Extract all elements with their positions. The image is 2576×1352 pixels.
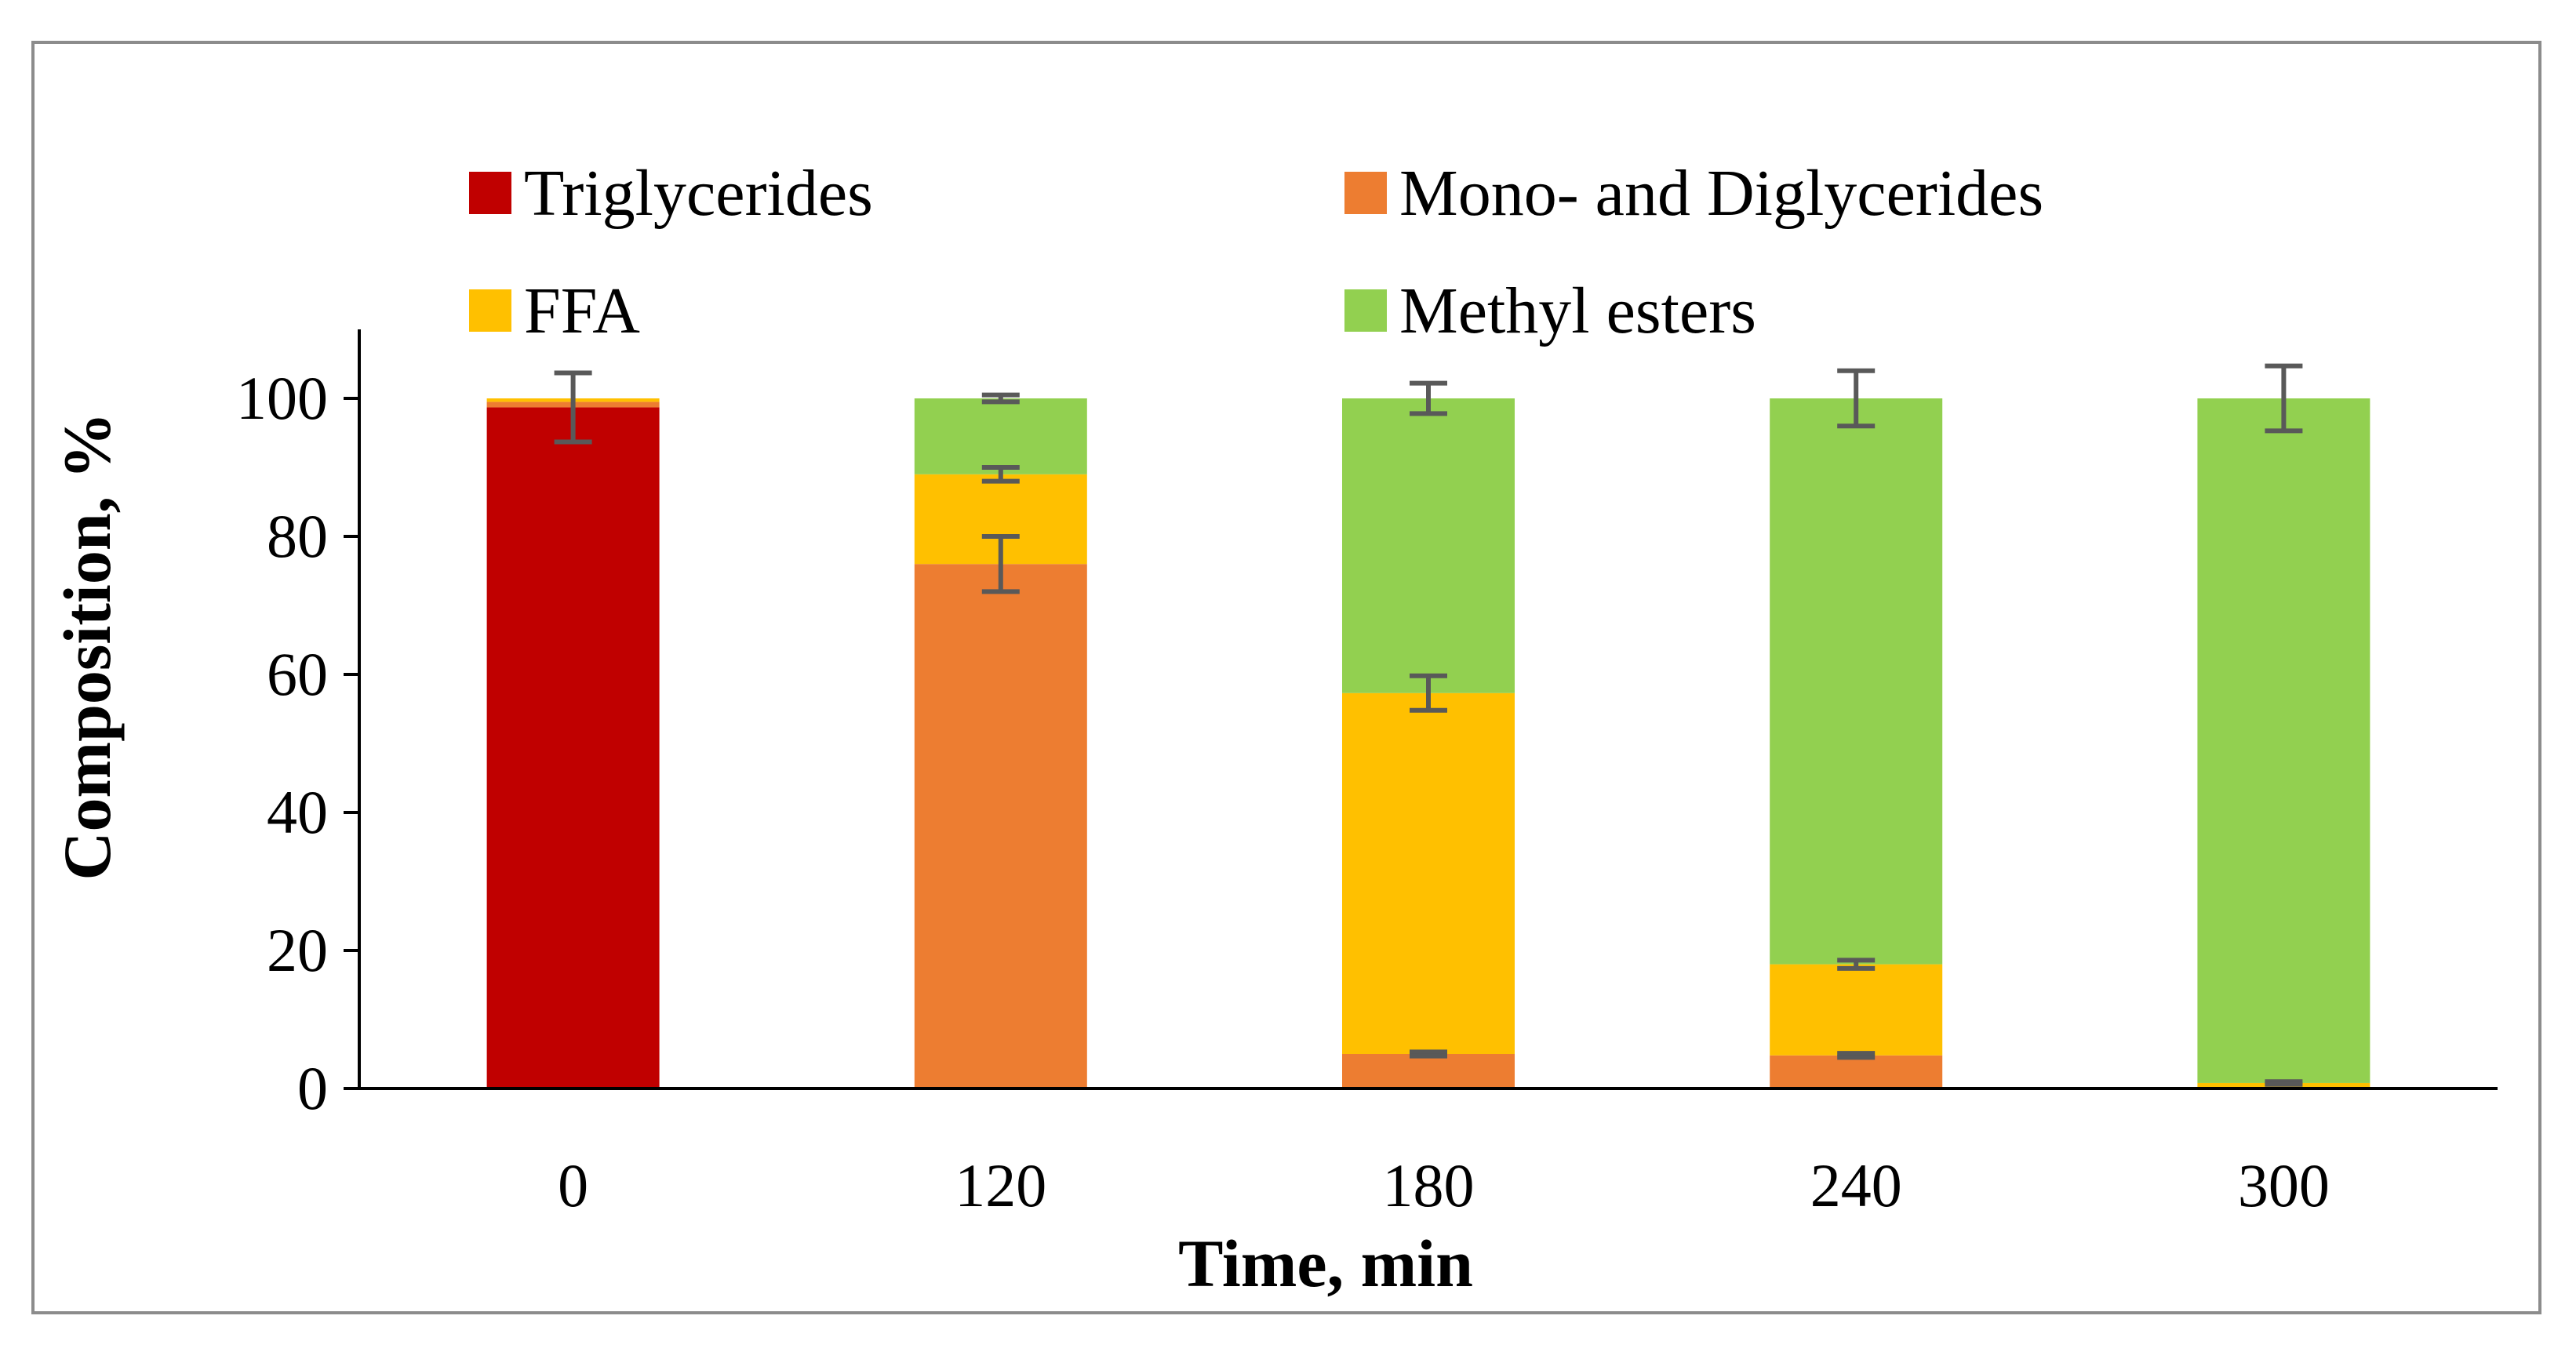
legend-item-triglycerides: Triglycerides xyxy=(469,157,873,230)
axes xyxy=(358,329,2498,1090)
error-bar-240-9 xyxy=(1837,368,1876,429)
y-tick-label-0: 0 xyxy=(297,1054,328,1122)
x-tick-label-180: 180 xyxy=(1383,1151,1475,1219)
error-bar-240-8 xyxy=(1837,958,1876,971)
bar-methyl-esters-300 xyxy=(2197,398,2370,1083)
legend-item-mono-and-diglycerides: Mono- and Diglycerides xyxy=(1344,157,2043,230)
x-tick-label-0: 0 xyxy=(558,1151,588,1219)
legend-swatch-triglycerides xyxy=(469,172,511,214)
legend-label-triglycerides: Triglycerides xyxy=(524,157,873,230)
bar-ffa-180 xyxy=(1342,692,1515,1054)
error-bar-300-11 xyxy=(2265,363,2303,434)
legend: Triglycerides Mono- and Diglycerides FFA Me… xyxy=(469,157,2043,347)
bar-mono-and-diglycerides-180 xyxy=(1342,1054,1515,1089)
y-tick-label-20: 20 xyxy=(267,916,328,984)
error-bars xyxy=(554,363,2303,1087)
error-bar-180-4 xyxy=(1410,1049,1447,1059)
error-bar-120-1 xyxy=(981,534,1020,594)
legend-label-ffa: FFA xyxy=(524,274,640,347)
chart-border xyxy=(31,41,2541,1314)
x-tick-label-240: 240 xyxy=(1810,1151,1902,1219)
bar-mono-and-diglycerides-240 xyxy=(1770,1055,1943,1089)
legend-label-mono-and-diglycerides: Mono- and Diglycerides xyxy=(1399,157,2043,230)
error-bar-120-2 xyxy=(981,465,1020,484)
legend-swatch-ffa xyxy=(469,289,511,332)
error-bar-180-5 xyxy=(1410,673,1447,713)
bar-methyl-esters-180 xyxy=(1342,398,1515,693)
legend-label-methyl-esters: Methyl esters xyxy=(1399,274,1756,347)
x-tick-label-300: 300 xyxy=(2238,1151,2330,1219)
error-bar-120-3 xyxy=(981,392,1020,405)
bar-mono-and-diglycerides-120 xyxy=(914,564,1087,1089)
bar-methyl-esters-120 xyxy=(914,398,1087,474)
x-tick-label-120: 120 xyxy=(955,1151,1046,1219)
y-ticks: 0 20 40 60 80 100 xyxy=(236,364,359,1122)
y-tick-label-100: 100 xyxy=(236,364,328,432)
error-bar-0-0 xyxy=(554,370,592,445)
x-axis-title: Time, min xyxy=(1178,1226,1473,1301)
legend-swatch-mono-and-diglycerides xyxy=(1344,172,1387,214)
y-tick-label-40: 40 xyxy=(267,778,328,846)
y-tick-label-80: 80 xyxy=(267,502,328,570)
y-axis-title: Composition, % xyxy=(49,412,125,880)
legend-item-methyl-esters: Methyl esters xyxy=(1344,274,1756,347)
x-ticks: 0 120 180 240 300 xyxy=(558,1151,2330,1219)
error-bar-300-10 xyxy=(2265,1079,2303,1087)
bars xyxy=(486,398,2370,1089)
bar-triglycerides-0 xyxy=(486,407,660,1089)
bar-methyl-esters-240 xyxy=(1770,398,1943,965)
y-tick-label-60: 60 xyxy=(267,640,328,708)
error-bar-180-6 xyxy=(1410,380,1447,416)
error-bar-240-7 xyxy=(1837,1051,1876,1060)
bar-ffa-240 xyxy=(1770,964,1943,1056)
legend-item-ffa: FFA xyxy=(469,274,640,347)
legend-swatch-methyl-esters xyxy=(1344,289,1387,332)
